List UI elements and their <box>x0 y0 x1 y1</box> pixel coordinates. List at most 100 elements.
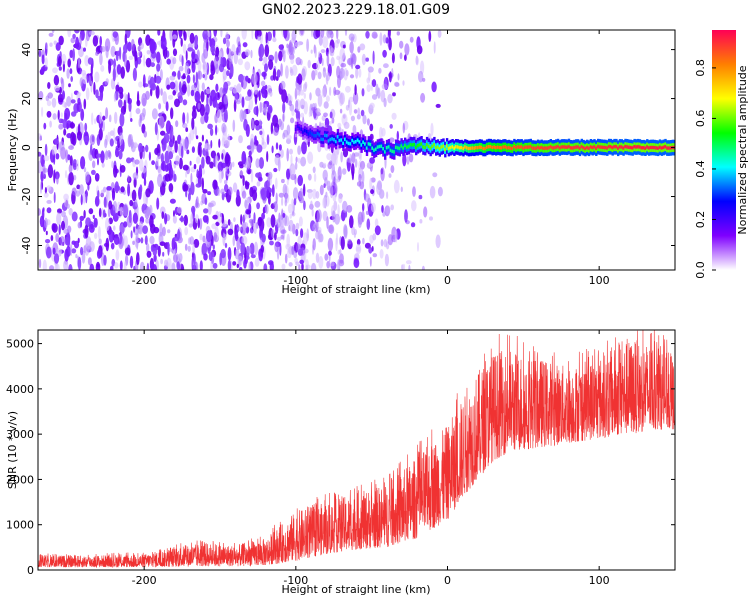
spectrogram-cell <box>351 138 354 143</box>
spectrogram-cell <box>250 254 256 259</box>
spectrogram-cell <box>438 147 441 151</box>
spectrogram-cell <box>295 110 299 120</box>
spectrogram-cell <box>254 91 258 105</box>
spectrogram-cell <box>88 74 92 85</box>
spectrogram-cell <box>142 74 146 88</box>
spectrogram-cell <box>255 158 260 169</box>
spectrogram-cell <box>462 146 465 151</box>
spectrogram-cell <box>119 165 126 173</box>
spectrogram-cell <box>97 157 99 166</box>
spectrogram-cell <box>355 67 359 79</box>
spectrogram-cell <box>430 122 434 136</box>
spectrogram-cell <box>133 265 136 270</box>
y-tick-label: 5000 <box>6 338 34 351</box>
spectrogram-cell <box>256 30 262 37</box>
spectrogram-cell <box>199 233 203 241</box>
spectrogram-cell <box>54 85 60 92</box>
spectrogram-cell <box>589 145 593 149</box>
spectrogram-cell <box>159 241 166 246</box>
spectrogram-cell <box>201 82 205 91</box>
spectrogram-cell <box>288 219 294 232</box>
spectrogram-cell <box>193 253 196 266</box>
spectrogram-cell <box>345 69 349 77</box>
spectrogram-cell <box>344 137 347 141</box>
spectrogram-cell <box>64 170 68 179</box>
spectrogram-cell <box>116 64 122 75</box>
spectrogram-cell <box>123 261 127 270</box>
spectrogram-cell <box>248 150 252 157</box>
spectrogram-cell <box>94 232 98 239</box>
spectrogram-cell <box>325 134 329 138</box>
spectrogram-cell <box>420 142 423 146</box>
spectrogram-cell <box>172 90 176 96</box>
spectrogram-cell <box>484 146 487 151</box>
spectrogram-cell <box>372 233 377 241</box>
spectrogram-cell <box>356 238 361 246</box>
spectrogram-cell <box>250 49 253 59</box>
spectrogram-cell <box>172 149 175 154</box>
spectrogram-cell <box>190 213 194 226</box>
spectrogram-cell <box>87 257 92 266</box>
spectrogram-cell <box>261 233 266 243</box>
spectrogram-cell <box>297 145 301 155</box>
spectrogram-cell <box>80 156 86 170</box>
spectrogram-cell <box>191 117 195 130</box>
spectrogram-cell <box>573 145 576 150</box>
spectrogram-cell <box>97 95 101 101</box>
spectrogram-cell <box>584 146 587 151</box>
spectrogram-cell <box>43 217 48 228</box>
colorbar-tick-label: 0.4 <box>694 160 707 178</box>
spectrogram-cell <box>288 100 293 107</box>
spectrogram-cell <box>276 236 282 242</box>
spectrogram-cell <box>127 183 131 197</box>
spectrogram-cell <box>248 213 251 219</box>
spectrogram-cell <box>542 146 545 150</box>
spectrogram-cell <box>493 145 496 149</box>
spectrogram-cell <box>160 130 166 136</box>
spectrogram-cell <box>340 138 343 142</box>
spectrogram-cell <box>299 89 305 96</box>
spectrogram-cell <box>371 146 374 150</box>
spectrogram-cell <box>282 50 286 63</box>
spectrogram-cell <box>101 162 105 168</box>
spectrogram-cell <box>366 118 370 126</box>
spectrogram-cell <box>405 260 412 265</box>
spectrogram-cell <box>93 81 96 95</box>
spectrogram-cell <box>261 137 265 146</box>
spectrogram-cell <box>320 137 323 141</box>
spectrogram-cell <box>134 159 140 165</box>
spectrogram-cell <box>196 80 200 92</box>
spectrogram-cell <box>145 57 152 68</box>
spectrogram-cell <box>303 128 307 133</box>
spectrogram-cell <box>288 262 293 267</box>
y-tick-label: 1000 <box>6 519 34 532</box>
spectrogram-cell <box>217 92 220 98</box>
spectrogram-cell <box>266 217 272 228</box>
spectrogram-cell <box>520 145 523 149</box>
spectrogram-cell <box>222 232 226 246</box>
spectrogram-cell <box>402 80 405 86</box>
spectrogram-cell <box>333 183 338 194</box>
spectrogram-cell <box>301 68 306 81</box>
spectrogram-cell <box>174 98 180 108</box>
spectrogram-cell <box>131 189 137 202</box>
spectrogram-cell <box>281 197 284 206</box>
spectrogram-cell <box>190 89 195 97</box>
spectrogram-cell <box>453 146 456 150</box>
spectrogram-cell <box>365 146 369 150</box>
spectrogram-cell <box>100 207 104 220</box>
spectrogram-cell <box>339 67 345 79</box>
spectrogram-cell <box>646 145 649 149</box>
spectrogram-cell <box>83 209 86 219</box>
spectrogram-cell <box>322 197 326 209</box>
spectrogram-cell <box>114 111 118 124</box>
spectrogram-cell <box>482 146 485 151</box>
spectrogram-cell <box>185 171 188 178</box>
spectrogram-cell <box>571 146 574 150</box>
spectrogram-cell <box>173 253 178 263</box>
spectrogram-cell <box>320 30 325 38</box>
spectrogram-cell <box>281 263 286 270</box>
spectrogram-cell <box>243 222 249 229</box>
spectrogram-cell <box>303 83 307 92</box>
